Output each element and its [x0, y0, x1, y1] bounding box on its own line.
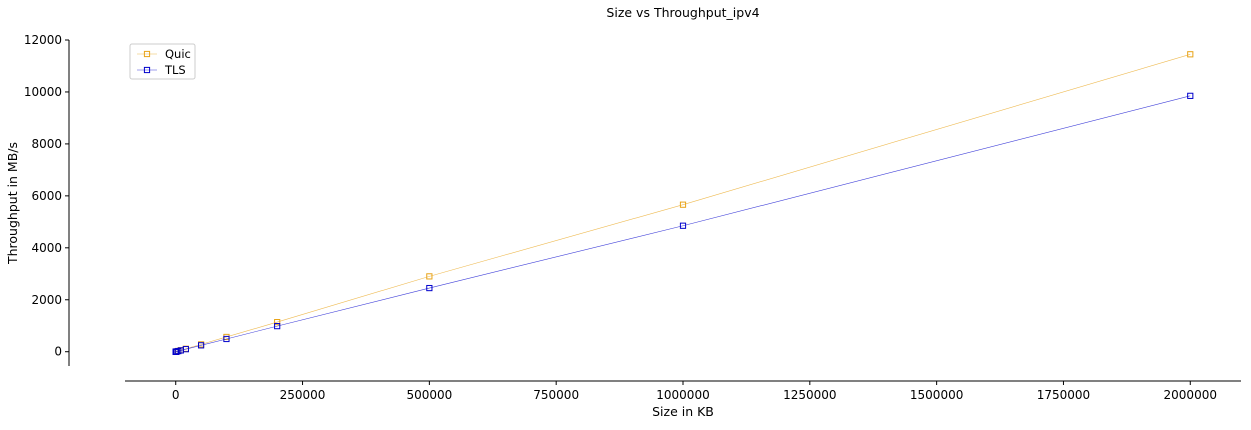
data-point-tls	[1187, 92, 1194, 99]
data-point-tls	[426, 284, 433, 292]
x-tick-label: 750000	[533, 388, 579, 402]
data-point-tls	[679, 222, 687, 229]
x-tick-label: 1250000	[783, 388, 836, 402]
plot-area: 0 2000 4000 6000 8000 10000 12000 0 250000 50000…	[24, 33, 1241, 402]
y-tick-label: 0	[54, 345, 62, 359]
data-point-tls	[197, 342, 205, 349]
series-layer	[172, 51, 1194, 355]
data-point-quic	[274, 319, 281, 326]
y-tick-label: 8000	[31, 137, 62, 151]
legend-marker-quic	[143, 50, 151, 58]
y-tick-label: 10000	[24, 85, 62, 99]
x-tick-label: 0	[172, 388, 180, 402]
x-ticks: 0 250000 500000 750000 1000000 1250000 1500000…	[172, 381, 1217, 402]
data-point-tls	[274, 323, 281, 330]
y-axis-label: Throughput in MB/s	[5, 142, 20, 265]
x-axis-label: Size in KB	[652, 404, 714, 419]
series-line-tls	[175, 95, 1191, 353]
data-point-quic	[1187, 51, 1194, 58]
legend-label-quic: Quic	[165, 47, 191, 61]
legend-marker-tls	[143, 66, 151, 74]
legend-label-tls: TLS	[164, 63, 186, 77]
chart-title: Size vs Throughput_ipv4	[606, 5, 759, 20]
x-tick-label: 1500000	[910, 388, 963, 402]
data-point-tls	[182, 346, 189, 353]
data-point-quic	[679, 201, 687, 208]
x-tick-label: 250000	[280, 388, 326, 402]
y-tick-label: 2000	[31, 293, 62, 307]
x-tick-label: 1000000	[656, 388, 709, 402]
legend: Quic TLS	[129, 43, 196, 80]
data-point-quic	[426, 273, 433, 280]
x-tick-label: 2000000	[1164, 388, 1217, 402]
y-ticks: 0 2000 4000 6000 8000 10000 12000	[24, 33, 69, 359]
y-tick-label: 4000	[31, 241, 62, 255]
y-tick-label: 12000	[24, 33, 62, 47]
x-tick-label: 1750000	[1037, 388, 1090, 402]
x-tick-label: 500000	[406, 388, 452, 402]
y-tick-label: 6000	[31, 189, 62, 203]
series-line-quic	[175, 54, 1191, 353]
data-point-tls	[223, 335, 230, 343]
